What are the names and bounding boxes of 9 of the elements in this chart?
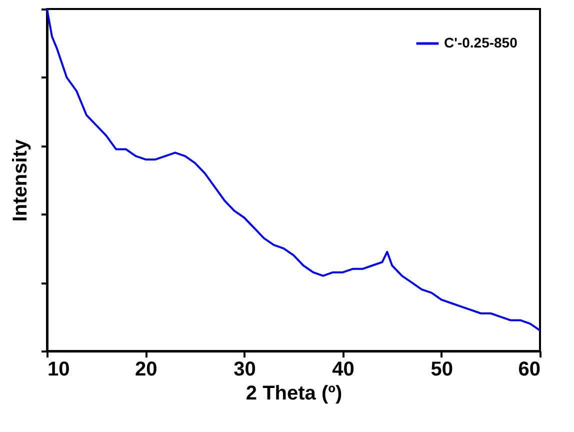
y-axis-title: Intensity — [10, 138, 32, 222]
x-tick-label: 40 — [332, 358, 354, 380]
x-tick-label: 60 — [518, 358, 540, 380]
x-tick-label: 30 — [234, 358, 256, 380]
x-tick-label: 10 — [48, 358, 70, 380]
x-tick-label: 20 — [134, 358, 158, 380]
x-tick-label: 50 — [430, 358, 454, 380]
legend-label: C'-0.25-850 — [444, 34, 518, 50]
x-axis-title: 2 Theta (º) — [246, 382, 342, 404]
